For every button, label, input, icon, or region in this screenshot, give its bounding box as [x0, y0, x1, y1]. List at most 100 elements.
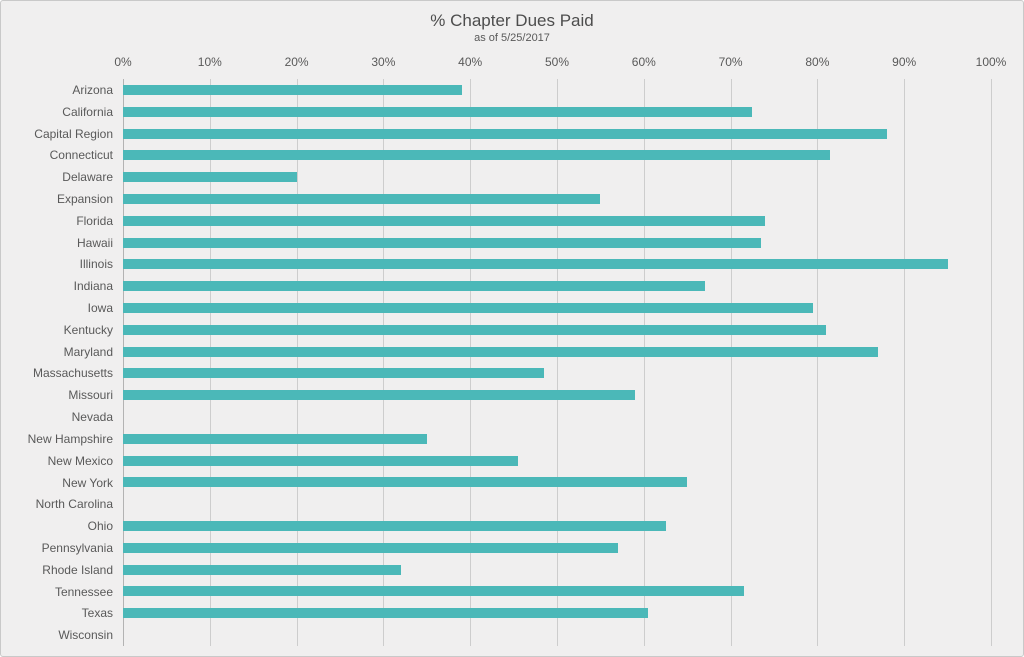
bar	[123, 542, 618, 553]
bar	[123, 128, 887, 139]
bar-row	[123, 101, 991, 123]
bar-row	[123, 472, 991, 494]
chart-title: % Chapter Dues Paid	[430, 11, 594, 30]
gridline-10%	[209, 79, 211, 646]
bar-row	[123, 406, 991, 428]
bar-row	[123, 363, 991, 385]
x-tick-label: 0%	[114, 55, 132, 69]
category-label: Missouri	[68, 388, 113, 403]
bar	[123, 390, 636, 401]
category-label: Expansion	[56, 191, 113, 206]
category-label: Connecticut	[49, 148, 113, 163]
bar-row	[123, 79, 991, 101]
bar	[123, 193, 601, 204]
gridline-60%	[643, 79, 645, 646]
bar-row	[123, 232, 991, 254]
bar-row	[123, 188, 991, 210]
x-tick-label: 40%	[458, 55, 483, 69]
bar-row	[123, 123, 991, 145]
bar	[123, 324, 827, 335]
category-label: Hawaii	[76, 235, 113, 250]
bar	[123, 608, 649, 619]
bar-row	[123, 297, 991, 319]
bar-row	[123, 515, 991, 537]
gridline-90%	[904, 79, 906, 646]
x-tick-label: 20%	[284, 55, 309, 69]
bar	[123, 346, 879, 357]
x-tick-label: 60%	[631, 55, 656, 69]
category-label: Wisconsin	[58, 628, 113, 643]
gridline-20%	[296, 79, 298, 646]
y-axis-category-labels: Arizona California Capital Region Connectic…	[1, 79, 113, 646]
bar-row	[123, 210, 991, 232]
bar-row	[123, 428, 991, 450]
bar	[123, 215, 766, 226]
title-block: % Chapter Dues Paid as of 5/25/2017	[1, 10, 1023, 45]
x-tick-label: 80%	[805, 55, 830, 69]
x-tick-label: 50%	[544, 55, 570, 69]
category-label: Texas	[81, 606, 113, 621]
category-label: Kentucky	[63, 322, 113, 337]
category-label: Nevada	[71, 410, 113, 425]
bar	[123, 521, 666, 532]
bar	[123, 368, 544, 379]
category-label: Iowa	[87, 301, 113, 316]
bar	[123, 281, 705, 292]
gridline-50%	[557, 79, 558, 646]
category-label: Rhode Island	[42, 562, 113, 577]
gridline-30%	[383, 79, 385, 646]
x-tick-label: 10%	[197, 55, 222, 69]
category-label: Pennsylvania	[41, 540, 113, 555]
bar-row	[123, 166, 991, 188]
category-label: New York	[62, 475, 113, 490]
category-label: Tennessee	[54, 584, 113, 599]
category-label: Indiana	[73, 279, 113, 294]
category-label: Delaware	[62, 170, 113, 185]
bar-row	[123, 144, 991, 166]
category-label: Maryland	[63, 344, 113, 359]
bar-row	[123, 275, 991, 297]
gridline-70%	[730, 79, 732, 646]
category-label: New Hampshire	[27, 431, 113, 446]
bar-row	[123, 581, 991, 603]
bar-row	[123, 537, 991, 559]
bar	[123, 564, 401, 575]
bar	[123, 172, 297, 183]
bar-row	[123, 341, 991, 363]
gridline-80%	[817, 79, 819, 646]
bar-row	[123, 319, 991, 341]
bar	[123, 259, 948, 270]
bar	[123, 84, 462, 95]
bar	[123, 106, 753, 117]
bar	[123, 586, 744, 597]
category-label: Florida	[76, 213, 113, 228]
bar	[123, 150, 831, 161]
x-tick-label: 70%	[718, 55, 743, 69]
category-label: Capital Region	[34, 126, 113, 141]
category-label: Ohio	[87, 519, 113, 534]
category-label: Arizona	[72, 82, 113, 97]
x-axis-tick-labels: 0% 10% 20% 30% 40% 50% 60% 70% 80% 90% 100%	[114, 55, 1006, 71]
chart-subtitle: as of 5/25/2017	[474, 32, 550, 44]
x-tick-label: 30%	[371, 55, 396, 69]
x-tick-label: 100%	[975, 55, 1007, 69]
bar-row	[123, 493, 991, 515]
gridline-100%	[991, 79, 992, 646]
gridline-40%	[470, 79, 472, 646]
bar	[123, 477, 688, 488]
bar-row	[123, 602, 991, 624]
bar-row	[123, 624, 991, 646]
category-label: New Mexico	[47, 453, 113, 468]
category-label: Illinois	[79, 257, 113, 272]
bar	[123, 433, 427, 444]
category-label: North Carolina	[35, 497, 113, 512]
category-label: Massachusetts	[32, 366, 113, 381]
category-label: California	[62, 104, 113, 119]
plot-area	[123, 79, 992, 646]
bar-row	[123, 384, 991, 406]
y-axis-line	[123, 79, 124, 646]
bar-row	[123, 253, 991, 275]
bar-row	[123, 559, 991, 581]
bar	[123, 302, 814, 313]
bar	[123, 455, 518, 466]
